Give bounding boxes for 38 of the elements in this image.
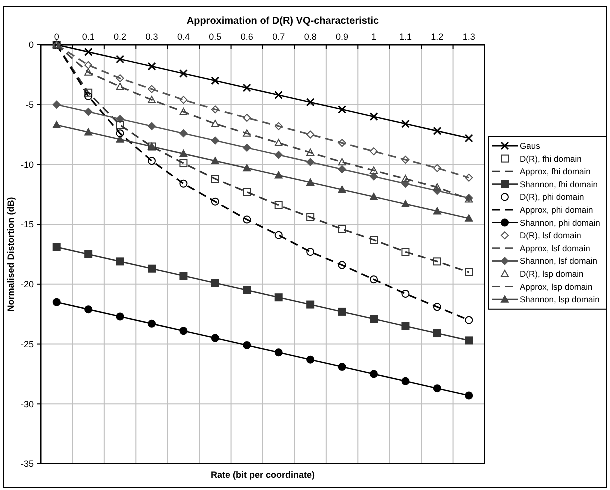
x-tick-label: 1 [371,32,377,42]
y-axis-title: Normalised Distortion (dB) [6,197,16,312]
chart-title: Approximation of D(R) VQ-characteristic [186,16,380,27]
x-tick-label: 0.7 [272,32,286,42]
legend-label: Shannon, lsf domain [520,256,598,266]
legend-label: Approx, lsf domain [520,243,591,254]
y-tick-label: -25 [20,339,34,350]
y-tick-label: -35 [20,459,34,470]
y-tick-label: 0 [28,40,34,50]
x-tick-label: 1.3 [462,32,476,42]
x-axis-title: Rate (bit per coordinate) [210,470,316,480]
x-tick-label: 0 [54,32,60,42]
x-tick-label: 1.1 [399,32,412,42]
y-tick-label: -30 [20,399,34,410]
x-tick-label: 0.6 [240,32,254,42]
x-tick-label: 0.3 [146,32,158,42]
legend-label: Shannon, fhi domain [520,179,598,190]
x-tick-label: 0.5 [209,32,222,42]
legend-label: Approx, phi domain [520,204,594,215]
legend-label: D(R), fhi domain [520,154,582,164]
x-tick-label: 0.1 [82,32,95,42]
x-tick-label: 0.8 [304,32,317,42]
y-tick-label: -20 [20,280,34,290]
legend-label: Gaus [520,140,540,151]
x-tick-label: 0.9 [336,32,349,42]
x-tick-label: 1.2 [431,32,444,42]
legend-label: D(R), lsf domain [520,230,582,241]
legend-label: D(R), phi domain [520,192,585,202]
x-tick-label: 0.2 [114,32,127,42]
x-tick-label: 0.4 [177,32,190,42]
y-tick-label: -10 [20,160,34,170]
legend-label: Approx, fhi domain [520,166,592,177]
legend-label: D(R), lsp domain [520,268,584,279]
legend-label: Approx, lsp domain [520,282,594,292]
legend-label: Shannon, phi domain [520,218,601,228]
legend-label: Shannon, lsp domain [520,294,600,305]
y-tick-label: -5 [26,100,34,110]
y-tick-label: -15 [20,220,34,230]
